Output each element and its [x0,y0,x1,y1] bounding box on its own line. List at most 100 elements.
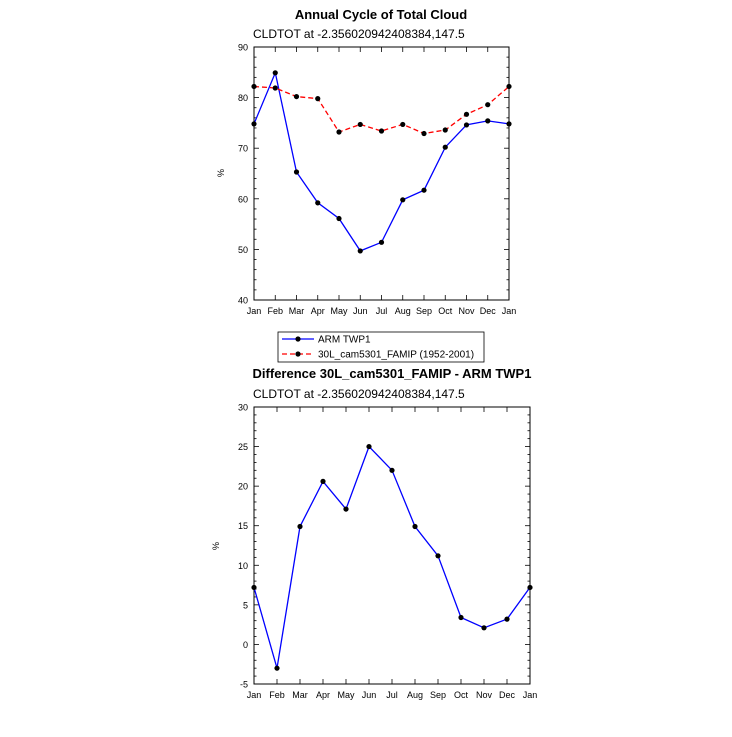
chart1-x-tick-label: Jan [247,306,262,316]
chart2-y-tick-label: 5 [243,600,248,610]
chart2-series-0-point [389,467,395,473]
chart1-series-line-1 [253,85,510,135]
chart1-series-1-point [272,85,278,91]
chart1-y-tick-label: 80 [238,93,248,103]
chart2-subtitle: CLDTOT at -2.356020942408384,147.5 [253,387,465,401]
chart1-x-tick-label: Jul [376,306,388,316]
legend-label-model: 30L_cam5301_FAMIP (1952-2001) [318,350,474,361]
chart2-series-0-point [297,523,303,530]
chart1-x-tick-label: Nov [458,306,475,316]
chart1-y-tick-label: 60 [238,194,248,204]
chart2-x-tick-label: Jan [523,690,538,700]
chart1-title: Annual Cycle of Total Cloud [295,7,467,22]
legend-swatch-model-marker [295,351,301,357]
chart2-series-0-point [527,584,533,591]
chart2-series-0-point [343,506,349,512]
chart2-plot-frame [253,406,531,685]
chart2-series-0-point [458,614,464,621]
chart2-x-tick-label: Dec [499,690,516,700]
chart2-x-tick-label: Aug [407,690,423,700]
chart1-legend: ARM TWP1 30L_cam5301_FAMIP (1952-2001) [277,331,485,363]
chart1-series-1-point [378,128,385,134]
legend-entry-arm: ARM TWP1 [282,335,371,346]
chart2-x-tick-label: Feb [269,690,285,700]
chart1-series-1-point [336,129,342,135]
chart1-series-0-point [251,121,257,127]
chart1-x-tick-label: Mar [289,306,305,316]
chart1-series-1-point [357,121,363,128]
chart1-subtitle: CLDTOT at -2.356020942408384,147.5 [253,27,465,41]
chart1-x-tick-label: Feb [267,306,283,316]
chart1-y-tick-label: 70 [238,144,248,154]
chart1-x-tick-label: Jun [353,306,368,316]
chart2-x-tick-label: Oct [454,690,469,700]
chart2-y-tick-label: 20 [238,482,248,492]
legend-entry-model: 30L_cam5301_FAMIP (1952-2001) [282,350,474,361]
chart1-series-0-point [442,144,448,150]
chart2-y-tick-label: 25 [238,442,248,452]
chart1-series-1-point [315,96,321,102]
chart1-y-tick-label: 50 [238,245,248,255]
chart1-series-1-point [442,127,448,133]
chart2-x-tick-label: Jan [247,690,262,700]
chart2-y-tick-label: 30 [238,403,248,413]
chart1-y-axis-label: % [216,169,226,177]
chart1-series-0-point [506,121,512,127]
chart1-series-0-point [357,248,363,254]
chart2-x-tick-label: Nov [476,690,493,700]
chart1-series-0-point [485,118,491,124]
legend-swatch-arm-marker [295,336,301,342]
chart2-series-0-point [274,665,280,671]
chart1-y-tick-label: 90 [238,43,248,53]
chart1-series-0-point [400,197,406,203]
chart1-series-1-point [293,93,300,100]
chart1-y-tick-label: 40 [238,296,248,306]
chart2-title: Difference 30L_cam5301_FAMIP - ARM TWP1 [253,366,532,381]
chart1-series-0-point [336,215,342,222]
chart1-series-1-point [251,83,257,90]
chart1-series-line-0 [253,70,510,252]
chart1-series-1-point [463,111,470,117]
chart1-x-tick-label: Jan [502,306,517,316]
chart2-series-0-point [412,523,418,530]
legend-label-arm: ARM TWP1 [318,335,371,346]
chart2-plot-area: -5 0 5 10 15 20 25 30 Jan Feb Mar Apr May Jun Jul Aug Se… [238,403,537,701]
chart2-x-tick-label: Jun [362,690,377,700]
chart2-y-tick-label: 15 [238,521,248,531]
chart2-x-tick-label: Sep [430,690,446,700]
chart2-y-tick-label: -5 [240,680,248,690]
chart2-x-tick-label: Mar [292,690,308,700]
chart1-series-0-point [378,239,385,245]
chart1-series-1-point [400,121,406,128]
chart2-series-0-point [435,553,441,559]
legend-box [277,331,485,363]
chart2-y-tick-label: 10 [238,561,248,571]
chart2-series-0-point [481,625,487,631]
difference-chart: Difference 30L_cam5301_FAMIP - ARM TWP1 … [211,366,537,700]
chart2-y-axis-label: % [211,542,221,550]
chart1-x-tick-label: Dec [480,306,497,316]
chart1-series-0-point [463,122,470,128]
chart1-series-0-point [293,169,300,175]
chart2-x-tick-label: Apr [316,690,330,700]
chart2-series-line-0 [253,445,531,669]
chart1-x-tick-label: Sep [416,306,432,316]
chart2-y-tick-label: 0 [243,640,248,650]
chart1-series-1-point [485,102,491,108]
chart1-series-0-point [421,187,427,193]
chart2-x-tick-label: Jul [386,690,398,700]
chart1-series-1-point [421,130,427,137]
chart1-series-0-point [315,200,321,206]
chart1-x-tick-label: Apr [311,306,325,316]
chart1-x-tick-label: Oct [438,306,453,316]
chart1-series-1-point [506,83,512,90]
annual-cycle-chart: Annual Cycle of Total Cloud CLDTOT at -2… [216,7,516,363]
chart2-x-tick-label: May [337,690,355,700]
chart1-x-tick-label: Aug [395,306,411,316]
chart2-series-0-point [366,443,372,450]
chart1-plot-area: 40 50 60 70 80 90 Jan Feb Mar Apr May Jun Jul Aug Sep O… [238,43,516,317]
chart2-series-0-point [504,616,510,622]
chart2-series-0-point [251,584,257,591]
